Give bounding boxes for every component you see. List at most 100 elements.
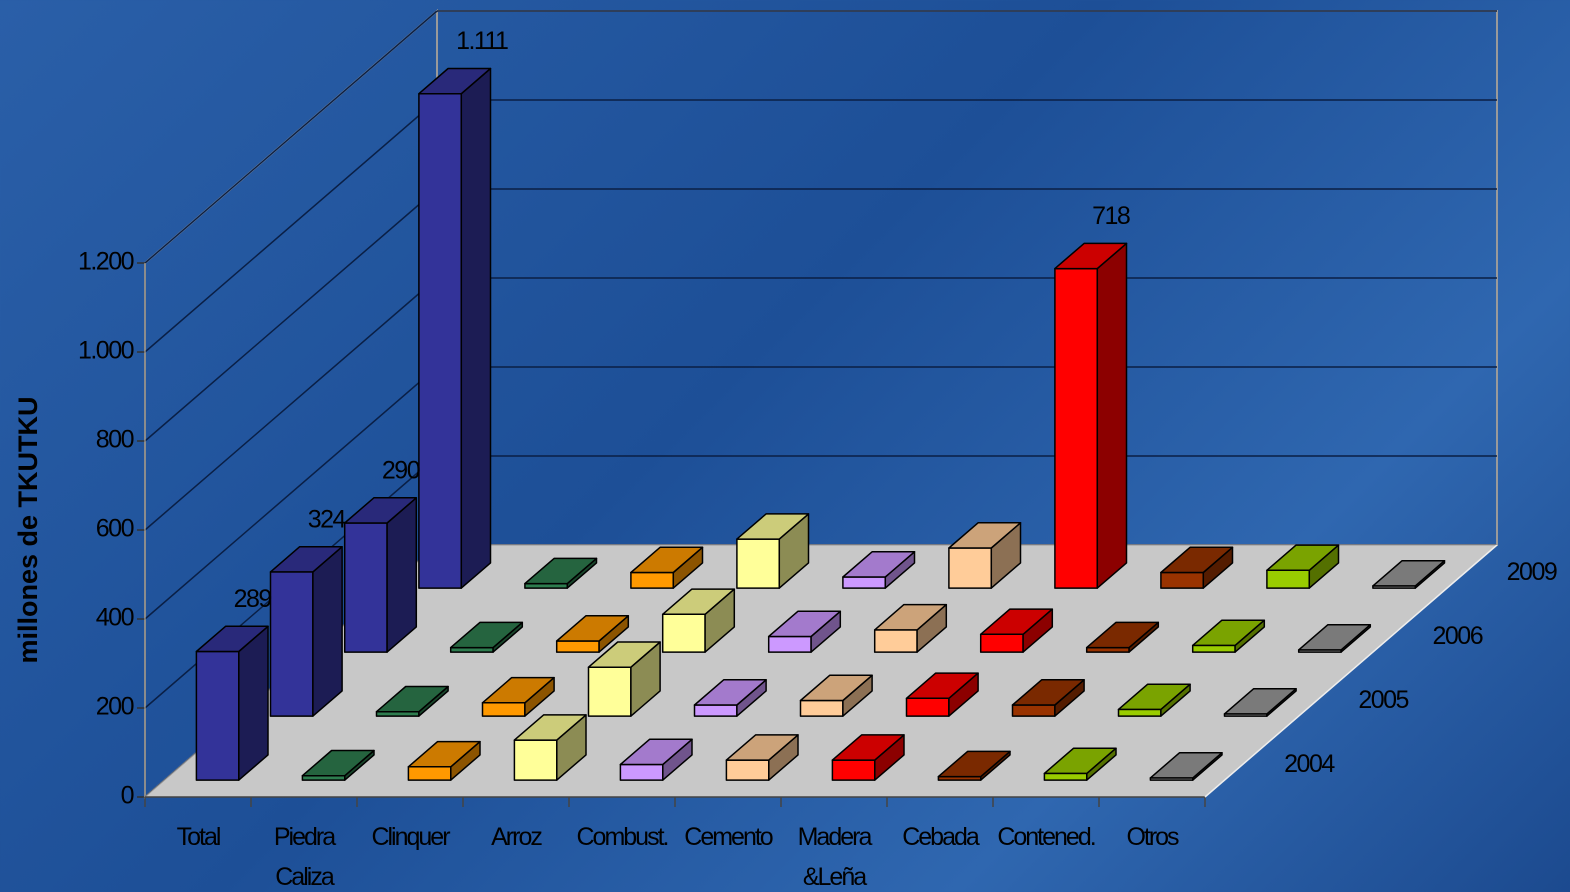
bar (693, 679, 767, 717)
bar (831, 734, 905, 781)
bar-front (1011, 704, 1056, 717)
bar-top (1085, 621, 1160, 649)
bar-top (481, 676, 555, 704)
value-label: 1.111 (456, 27, 508, 55)
bar-side (312, 545, 343, 717)
bar (937, 750, 1011, 781)
bar (1191, 619, 1266, 653)
bar-front (555, 640, 600, 653)
bar-front (736, 538, 781, 589)
bar (842, 551, 916, 589)
x-tick-label: Total (176, 823, 222, 851)
bar-top (905, 672, 979, 700)
bar-top (449, 621, 524, 649)
bar (1266, 544, 1340, 589)
bar-front (905, 697, 950, 717)
bar-side (238, 625, 269, 781)
bar-front (661, 613, 706, 653)
y-tick-label: 600 (96, 515, 134, 543)
bar (513, 714, 587, 781)
value-label: 718 (1092, 202, 1130, 230)
bar (555, 615, 630, 653)
grid-line (144, 99, 438, 353)
bar-top (1223, 687, 1297, 715)
bar-side (1096, 242, 1128, 589)
bar-top (937, 750, 1011, 778)
depth-label: 2004 (1284, 750, 1335, 778)
bar-front (725, 759, 770, 781)
bar-top (725, 734, 799, 761)
bar (1297, 623, 1372, 653)
x-tick-label: Arroz (491, 823, 543, 851)
bar (1149, 751, 1223, 781)
bar-front (873, 629, 918, 653)
y-tick-label: 800 (96, 426, 134, 454)
bar-top (630, 546, 704, 574)
bar (905, 672, 979, 717)
bar (630, 546, 704, 589)
bar (1085, 621, 1160, 653)
x-tick-label: Combust. (576, 823, 670, 851)
bar (407, 740, 481, 781)
depth-label: 2009 (1507, 558, 1557, 586)
x-tick-label: Cemento (684, 823, 773, 851)
y-tick-label: 0 (121, 782, 134, 810)
bar-top (873, 603, 948, 631)
bar-top (1160, 546, 1234, 574)
bar-top (1372, 559, 1446, 587)
value-label: 290 (382, 456, 420, 484)
bar (301, 749, 375, 781)
bar (1223, 687, 1297, 717)
bar-front (269, 571, 314, 717)
bar (269, 545, 343, 717)
bar-front (799, 699, 844, 717)
bar-front (1054, 267, 1099, 589)
bar-top (831, 734, 905, 761)
bar (619, 738, 693, 781)
bar-front (948, 547, 993, 589)
bar-front (195, 650, 240, 781)
bar (1160, 546, 1234, 589)
bar (195, 625, 269, 781)
bar-front (343, 522, 388, 653)
x-tick-label: Otros (1126, 823, 1179, 851)
bar-front (842, 576, 887, 589)
bar-front (630, 571, 675, 589)
bar-top (407, 740, 481, 768)
bar (1054, 242, 1128, 589)
bar (736, 513, 810, 589)
grid-line (144, 188, 438, 442)
y-tick-label: 1.200 (78, 248, 134, 276)
bar-top (195, 625, 269, 653)
bar-top (587, 641, 661, 668)
bar-front (418, 92, 463, 589)
bar-top (619, 738, 693, 766)
bar (1372, 559, 1446, 589)
bar (1043, 747, 1117, 781)
depth-label: 2006 (1433, 622, 1483, 650)
value-label: 324 (308, 505, 347, 533)
bar-front (619, 763, 664, 781)
grid-line (144, 277, 438, 531)
x-tick-label: Piedra Caliza (273, 823, 336, 891)
bar-top (301, 749, 375, 777)
bar-front (767, 635, 812, 653)
bar-top (799, 674, 873, 702)
bar-top (1266, 544, 1340, 572)
y-tick-label: 200 (96, 693, 134, 721)
x-tick-label: Cebada (902, 823, 980, 851)
bar-front (407, 766, 452, 781)
bar (418, 67, 492, 589)
depth-axis (1204, 544, 1498, 798)
bar (587, 641, 661, 717)
bar (1117, 683, 1191, 717)
bar-top (1011, 679, 1085, 706)
bar-top (1043, 747, 1117, 775)
x-tick-label: Madera &Leña (797, 823, 873, 891)
bar (767, 610, 842, 653)
bar-top (1054, 242, 1128, 270)
depth-label: 2005 (1358, 686, 1408, 714)
bar (449, 621, 524, 653)
bar (799, 674, 873, 717)
